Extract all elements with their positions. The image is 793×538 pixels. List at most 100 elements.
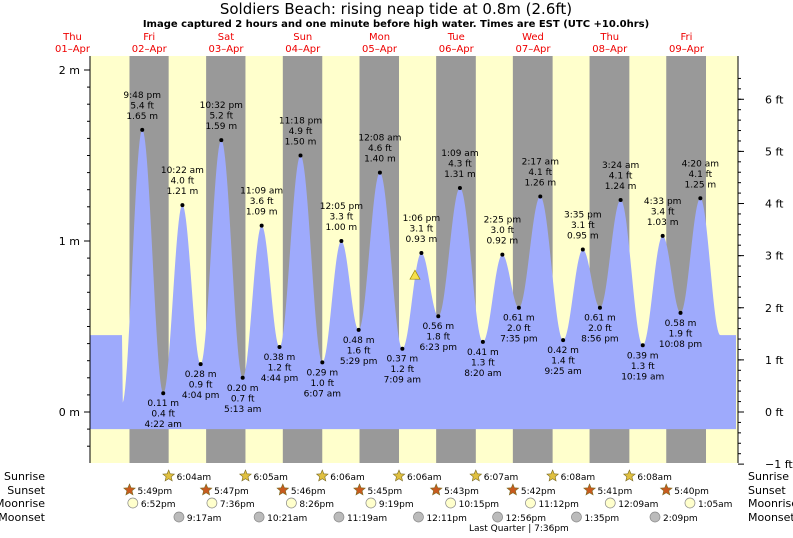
sunrise-icon: [162, 469, 176, 482]
extreme-label: 0.61 m: [584, 314, 616, 324]
extreme-label: 1.50 m: [285, 138, 317, 148]
extreme-point: [640, 343, 645, 348]
extreme-label: 1.00 m: [326, 223, 358, 233]
right-tick-label: 0 ft: [765, 406, 784, 419]
extreme-point: [219, 138, 224, 143]
extreme-label: 4:33 pm: [644, 197, 682, 207]
extreme-label: 4.9 ft: [289, 127, 313, 137]
day-name: Thu: [62, 32, 82, 43]
sunset-icon: [506, 483, 520, 496]
moonrise-time: 6:52pm: [141, 500, 176, 510]
extreme-label: 8:56 pm: [581, 335, 619, 345]
extreme-point: [618, 197, 623, 202]
sunrise-icon: [238, 469, 252, 482]
moonset-time: 11:19am: [347, 514, 387, 524]
extreme-label: 5:13 am: [224, 405, 261, 415]
moonset-icon: [649, 511, 661, 523]
extreme-label: 0.95 m: [567, 232, 599, 242]
extreme-label: 4.3 ft: [448, 159, 472, 169]
extreme-label: 4:44 pm: [261, 374, 299, 384]
extreme-label: 2.0 ft: [588, 324, 612, 334]
extreme-point: [400, 346, 405, 351]
day-date: 06–Apr: [439, 44, 475, 55]
extreme-label: 2:25 pm: [484, 216, 522, 226]
moonrise-time: 10:15pm: [459, 500, 499, 510]
sunset-icon: [276, 483, 290, 496]
extreme-label: 1.59 m: [205, 122, 237, 132]
moonset-row-label-right: Moonset: [748, 511, 793, 524]
right-tick-label: 4 ft: [765, 198, 784, 211]
extreme-label: 4:20 am: [682, 159, 719, 169]
left-tick-label: 0 m: [59, 406, 80, 419]
sunset-time: 5:47pm: [214, 487, 249, 497]
sunrise-time: 6:06am: [407, 473, 442, 483]
extreme-label: 1.25 m: [685, 180, 717, 190]
extreme-label: 7:09 am: [384, 376, 421, 386]
extreme-point: [339, 239, 344, 243]
sunset-icon: [583, 483, 597, 496]
sunset-icon: [429, 483, 443, 496]
extreme-point: [457, 185, 462, 190]
moonrise-row-label: Moonrise: [0, 497, 45, 510]
extreme-label: 1.24 m: [605, 182, 637, 192]
sunset-icon: [353, 483, 366, 496]
extreme-label: 0.37 m: [387, 355, 419, 365]
moonrise-icon: [604, 497, 616, 509]
sunset-row-label: Sunset: [7, 484, 45, 497]
sunset-time: 5:45pm: [368, 487, 403, 497]
extreme-label: 0.48 m: [343, 336, 375, 346]
right-tick-label: 6 ft: [765, 93, 784, 106]
day-name: Fri: [681, 32, 693, 43]
extreme-label: 4.0 ft: [171, 177, 195, 187]
extreme-point: [436, 314, 441, 319]
sunrise-time: 6:04am: [177, 473, 212, 483]
sunset-time: 5:42pm: [521, 487, 556, 497]
sunset-time: 5:43pm: [444, 487, 479, 497]
extreme-point: [140, 127, 145, 132]
extreme-label: 1.31 m: [444, 170, 476, 180]
extreme-point: [698, 196, 703, 201]
moonset-icon: [571, 511, 582, 523]
extreme-point: [516, 305, 521, 310]
extreme-label: 6:07 am: [304, 389, 341, 399]
moonset-time: 1:35pm: [584, 514, 619, 524]
extreme-label: 1.26 m: [524, 179, 556, 189]
moonset-time: 2:09pm: [663, 514, 698, 524]
sunrise-time: 6:08am: [561, 473, 596, 483]
extreme-label: 1.21 m: [167, 187, 199, 197]
day-date: 03–Apr: [208, 44, 244, 55]
extreme-label: 0.28 m: [185, 370, 217, 380]
extreme-point: [538, 194, 543, 199]
extreme-label: 6:23 pm: [419, 343, 457, 353]
day-date: 02–Apr: [132, 44, 168, 55]
extreme-label: 8:20 am: [464, 369, 501, 379]
moonset-time: 12:11pm: [426, 514, 466, 524]
sunrise-icon: [546, 469, 560, 482]
sunset-time: 5:46pm: [291, 487, 326, 497]
extreme-label: 5:29 pm: [340, 357, 378, 367]
moonrise-icon: [365, 497, 377, 509]
extreme-label: 3.1 ft: [571, 221, 595, 231]
day-date: 04–Apr: [285, 44, 321, 55]
extreme-label: 10:19 am: [621, 372, 664, 382]
extreme-point: [240, 375, 245, 380]
extreme-label: 0.29 m: [306, 368, 338, 378]
day-name: Sun: [293, 32, 312, 43]
sunrise-row-label: Sunrise: [4, 470, 45, 483]
extreme-label: 3.6 ft: [250, 197, 274, 207]
extreme-label: 1:09 am: [441, 149, 478, 159]
extreme-label: 3.0 ft: [491, 226, 515, 236]
extreme-label: 3.4 ft: [651, 207, 675, 217]
extreme-label: 12:08 am: [358, 134, 401, 144]
right-tick-label: 5 ft: [765, 145, 784, 158]
sunrise-icon: [469, 469, 483, 482]
extreme-label: 0.39 m: [627, 351, 659, 361]
sunset-time: 5:41pm: [598, 487, 633, 497]
sunset-icon: [199, 483, 213, 496]
extreme-point: [356, 327, 361, 332]
moonrise-icon: [684, 497, 696, 509]
moonset-time: 10:21am: [267, 514, 307, 524]
extreme-point: [678, 310, 683, 315]
extreme-label: 4.1 ft: [528, 168, 552, 178]
